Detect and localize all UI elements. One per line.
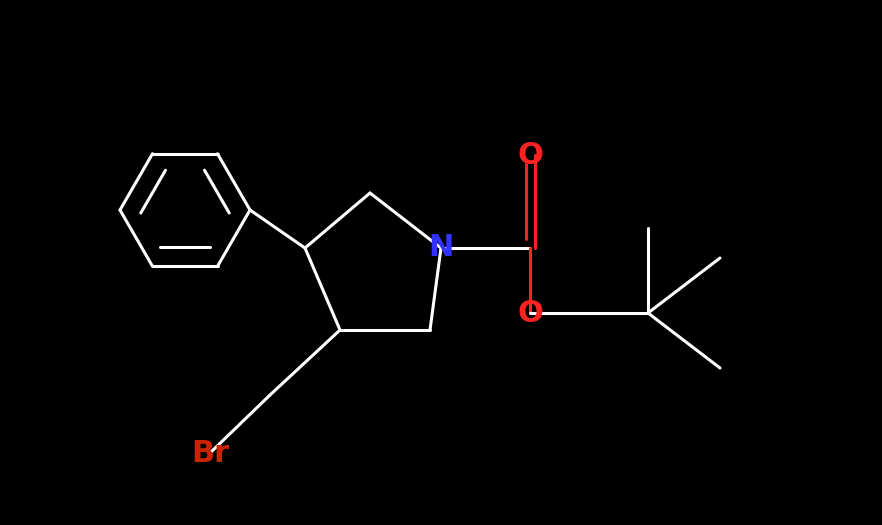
- Text: Br: Br: [191, 438, 229, 467]
- Text: O: O: [517, 299, 543, 328]
- Text: O: O: [517, 141, 543, 170]
- Text: N: N: [429, 234, 453, 262]
